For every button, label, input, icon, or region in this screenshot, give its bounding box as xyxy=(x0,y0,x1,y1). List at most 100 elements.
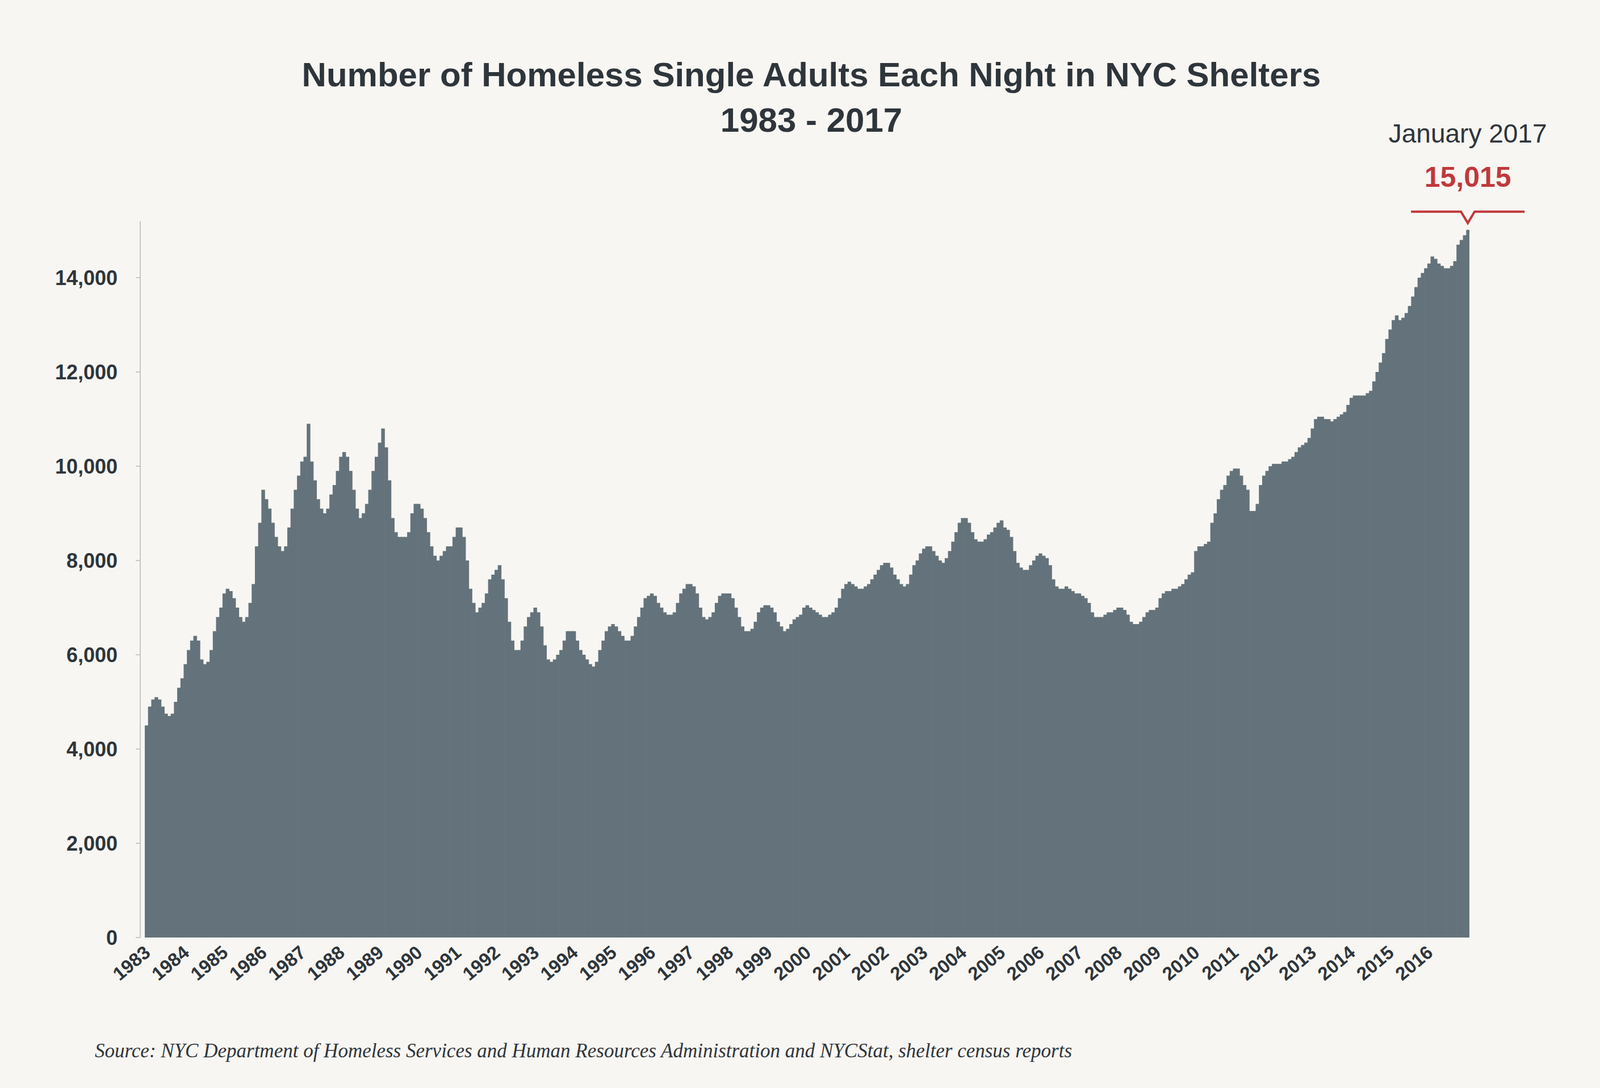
bar xyxy=(1410,296,1415,938)
bar xyxy=(500,579,505,938)
bar xyxy=(598,650,602,938)
bar xyxy=(468,588,472,938)
bar xyxy=(743,631,748,938)
bar xyxy=(407,532,411,938)
bar xyxy=(1103,614,1107,938)
bar xyxy=(1236,468,1240,938)
x-tick-label: 2012 xyxy=(1236,941,1282,985)
bar xyxy=(938,560,942,938)
bar xyxy=(1067,588,1072,938)
bar xyxy=(546,659,550,938)
bar xyxy=(973,539,978,938)
bar xyxy=(840,588,845,938)
bar xyxy=(1142,617,1146,938)
bar xyxy=(264,499,268,938)
bar xyxy=(711,612,715,938)
bar xyxy=(1178,586,1182,938)
bar xyxy=(815,612,819,938)
bar xyxy=(384,447,388,938)
bar xyxy=(313,480,317,938)
annotation-title: January 2017 xyxy=(1388,118,1548,149)
bar xyxy=(513,650,518,938)
bar xyxy=(523,626,527,938)
bar xyxy=(604,631,609,938)
bar xyxy=(1262,475,1266,938)
bar xyxy=(1456,244,1460,938)
bar xyxy=(763,605,767,938)
bar xyxy=(1220,489,1224,938)
bar xyxy=(1083,597,1088,938)
bar xyxy=(1375,371,1380,938)
bar xyxy=(633,626,638,938)
bar xyxy=(646,595,651,938)
bar xyxy=(494,570,498,938)
bar xyxy=(306,423,311,938)
bar xyxy=(1300,445,1305,938)
bar xyxy=(967,522,971,938)
bar xyxy=(1110,612,1114,938)
x-tick-label: 1984 xyxy=(147,941,194,985)
y-tick-label: 12,000 xyxy=(55,360,118,384)
bar xyxy=(484,593,489,938)
bar xyxy=(549,661,554,938)
bar xyxy=(578,650,582,938)
y-tick xyxy=(135,842,141,844)
bar xyxy=(1349,398,1354,938)
bar xyxy=(410,513,414,938)
bar xyxy=(621,635,625,938)
bar xyxy=(682,588,686,938)
bar xyxy=(465,560,469,938)
bar xyxy=(332,484,337,938)
bar xyxy=(1401,317,1405,938)
bar xyxy=(588,664,592,938)
bar xyxy=(883,562,887,938)
bar xyxy=(209,650,213,938)
bar xyxy=(899,584,903,938)
bar xyxy=(1414,287,1418,938)
bar xyxy=(1125,614,1130,938)
bar xyxy=(1326,419,1331,938)
bar xyxy=(954,532,958,938)
bar xyxy=(1343,412,1347,938)
x-tick-label: 2004 xyxy=(924,941,971,985)
bar xyxy=(323,513,327,938)
x-tick-label: 2015 xyxy=(1352,941,1398,985)
subtitle: 1983 - 2017 xyxy=(720,101,903,140)
bar xyxy=(180,678,184,938)
bar xyxy=(1245,489,1250,938)
x-tick-label: 2014 xyxy=(1313,941,1360,985)
bar xyxy=(873,574,877,938)
bar xyxy=(1096,617,1101,938)
bar xyxy=(721,593,725,938)
bar xyxy=(1385,338,1389,938)
bar xyxy=(1171,588,1175,938)
bar xyxy=(782,631,787,938)
bar xyxy=(591,666,596,938)
bar xyxy=(1440,265,1444,938)
bar xyxy=(705,619,709,938)
bar xyxy=(186,650,191,938)
bar xyxy=(1294,451,1298,938)
bar xyxy=(274,537,278,938)
bar xyxy=(400,537,405,938)
bar xyxy=(1054,586,1059,938)
bar xyxy=(990,532,994,938)
bar xyxy=(1222,484,1227,938)
bar xyxy=(870,579,874,938)
background xyxy=(0,0,1600,1088)
bar xyxy=(663,612,667,938)
bar xyxy=(724,593,728,938)
bar xyxy=(1038,553,1042,938)
bar xyxy=(650,593,654,938)
bar xyxy=(319,508,324,938)
bar xyxy=(1443,267,1447,938)
bar xyxy=(520,640,525,938)
bar xyxy=(1025,570,1030,938)
bar xyxy=(918,553,923,938)
bar xyxy=(1437,263,1441,938)
x-tick-label: 2013 xyxy=(1274,941,1321,985)
bar xyxy=(426,532,430,938)
bar xyxy=(1074,593,1078,938)
bar xyxy=(206,661,210,938)
bar xyxy=(248,602,253,938)
